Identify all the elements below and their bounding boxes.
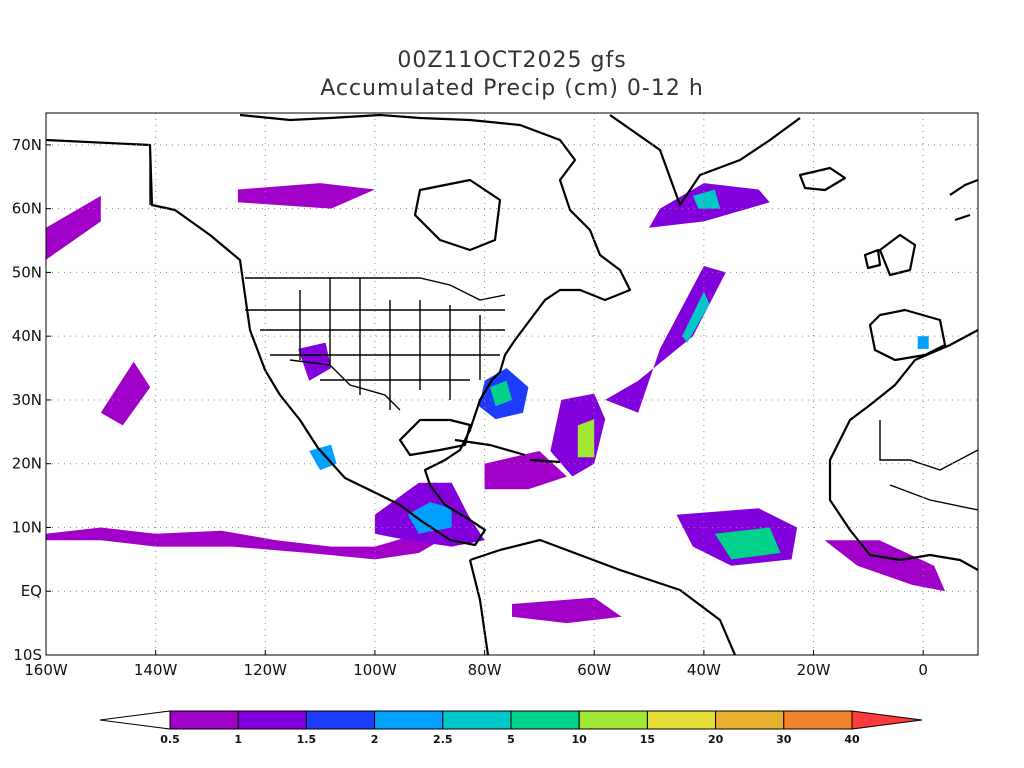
- precip-area-atlantic-band-core: [682, 291, 710, 343]
- y-tick-label: 10N: [12, 518, 42, 536]
- x-tick-label: 40W: [687, 661, 721, 679]
- x-tick-label: 140W: [134, 661, 178, 679]
- x-tick-label: 60W: [577, 661, 611, 679]
- british-isles: [878, 233, 917, 277]
- ireland: [863, 248, 882, 270]
- precip-area-alaska-gulf: [46, 195, 101, 260]
- colorbar-swatch: [169, 710, 239, 730]
- south-america-coast: [468, 538, 737, 655]
- iberia: [868, 308, 947, 362]
- precip-area-hudson-band: [237, 183, 375, 209]
- x-tick-label: 160W: [24, 661, 68, 679]
- greenland: [609, 114, 801, 207]
- colorbar-label: 1: [234, 733, 242, 746]
- colorbar-low-triangle: [99, 710, 171, 730]
- colorbar-swatch: [305, 710, 376, 730]
- precip-area-caribbean: [484, 451, 567, 490]
- y-tick-label: 60N: [12, 200, 42, 218]
- precip-area-subtropical-core: [577, 419, 595, 458]
- plot-frame: [45, 112, 979, 656]
- y-tick-label: 70N: [12, 136, 42, 154]
- map-title-line1: 00Z11OCT2025 gfs: [397, 48, 627, 73]
- precip-area-southwest-us: [298, 342, 332, 381]
- precip-area-east-atlantic-core: [714, 527, 781, 560]
- colorbar-swatch: [715, 710, 785, 730]
- y-tick-label: 20N: [12, 455, 42, 473]
- colorbar-label: 15: [640, 733, 655, 746]
- colorbar-swatch: [646, 710, 717, 730]
- colorbar-high-triangle: [851, 710, 923, 730]
- colorbar: 0.5 1 1.5 2 2.5 5 10 15 20 30 40: [99, 710, 923, 746]
- y-tick-label: 50N: [12, 263, 42, 281]
- y-tick-label: 40N: [12, 327, 42, 345]
- iceland: [798, 166, 847, 192]
- colorbar-label: 20: [708, 733, 724, 746]
- x-tick-label: 120W: [244, 661, 288, 679]
- precip-area-west-africa: [824, 540, 946, 592]
- borders: [149, 145, 978, 511]
- precip-area-mexico-west: [309, 444, 337, 471]
- precip-layer: [46, 183, 946, 624]
- hispaniola: [529, 458, 561, 464]
- x-tick-label: 100W: [353, 661, 397, 679]
- colorbar-swatch: [510, 710, 580, 730]
- colorbar-swatch: [237, 710, 307, 730]
- precip-area-greenland-core: [692, 189, 721, 209]
- x-tick-label: 0: [918, 661, 928, 679]
- coastlines: [46, 113, 978, 655]
- graticule: [46, 113, 978, 655]
- axis-ticks: 160W 140W 120W 100W 80W 60W 40W 20W 0 10S EQ 10N 20N…: [12, 136, 928, 679]
- colorbar-label: 40: [844, 733, 860, 746]
- us-state-lines: [245, 278, 505, 410]
- y-tick-label: EQ: [21, 582, 42, 600]
- x-tick-label: 80W: [468, 661, 502, 679]
- x-tick-label: 20W: [797, 661, 831, 679]
- us-canada-border: [245, 277, 506, 301]
- colorbar-label: 5: [507, 733, 515, 746]
- colorbar-label: 2.5: [433, 733, 453, 746]
- precip-area-spain-cell: [917, 336, 929, 349]
- precip-area-mid-pacific: [100, 361, 151, 426]
- colorbar-label: 2: [371, 733, 379, 746]
- precip-area-pacific-itcz: [46, 514, 452, 560]
- precip-area-amazon: [512, 597, 622, 624]
- colorbar-label: 0.5: [160, 733, 180, 746]
- colorbar-swatch: [442, 710, 512, 730]
- map-title-line2: Accumulated Precip (cm) 0-12 h: [320, 76, 704, 101]
- colorbar-swatch: [578, 710, 648, 730]
- y-tick-label: 10S: [13, 646, 42, 664]
- africa-borders: [879, 420, 978, 511]
- colorbar-label: 1.5: [297, 733, 317, 746]
- cuba: [454, 438, 526, 457]
- colorbar-swatch: [783, 710, 853, 730]
- precip-area-gulf-stream-core: [490, 380, 512, 407]
- colorbar-label: 30: [776, 733, 792, 746]
- colorbar-swatch: [374, 710, 444, 730]
- precip-area-atlantic-band: [605, 266, 726, 413]
- gulf-coast: [398, 418, 472, 457]
- precip-area-central-america-core: [407, 502, 452, 534]
- colorbar-label: 10: [572, 733, 588, 746]
- north-america-coast: [46, 113, 632, 547]
- africa-coast: [828, 329, 978, 571]
- scandinavia: [949, 178, 978, 222]
- y-tick-label: 30N: [12, 391, 42, 409]
- hudson-bay: [413, 178, 502, 252]
